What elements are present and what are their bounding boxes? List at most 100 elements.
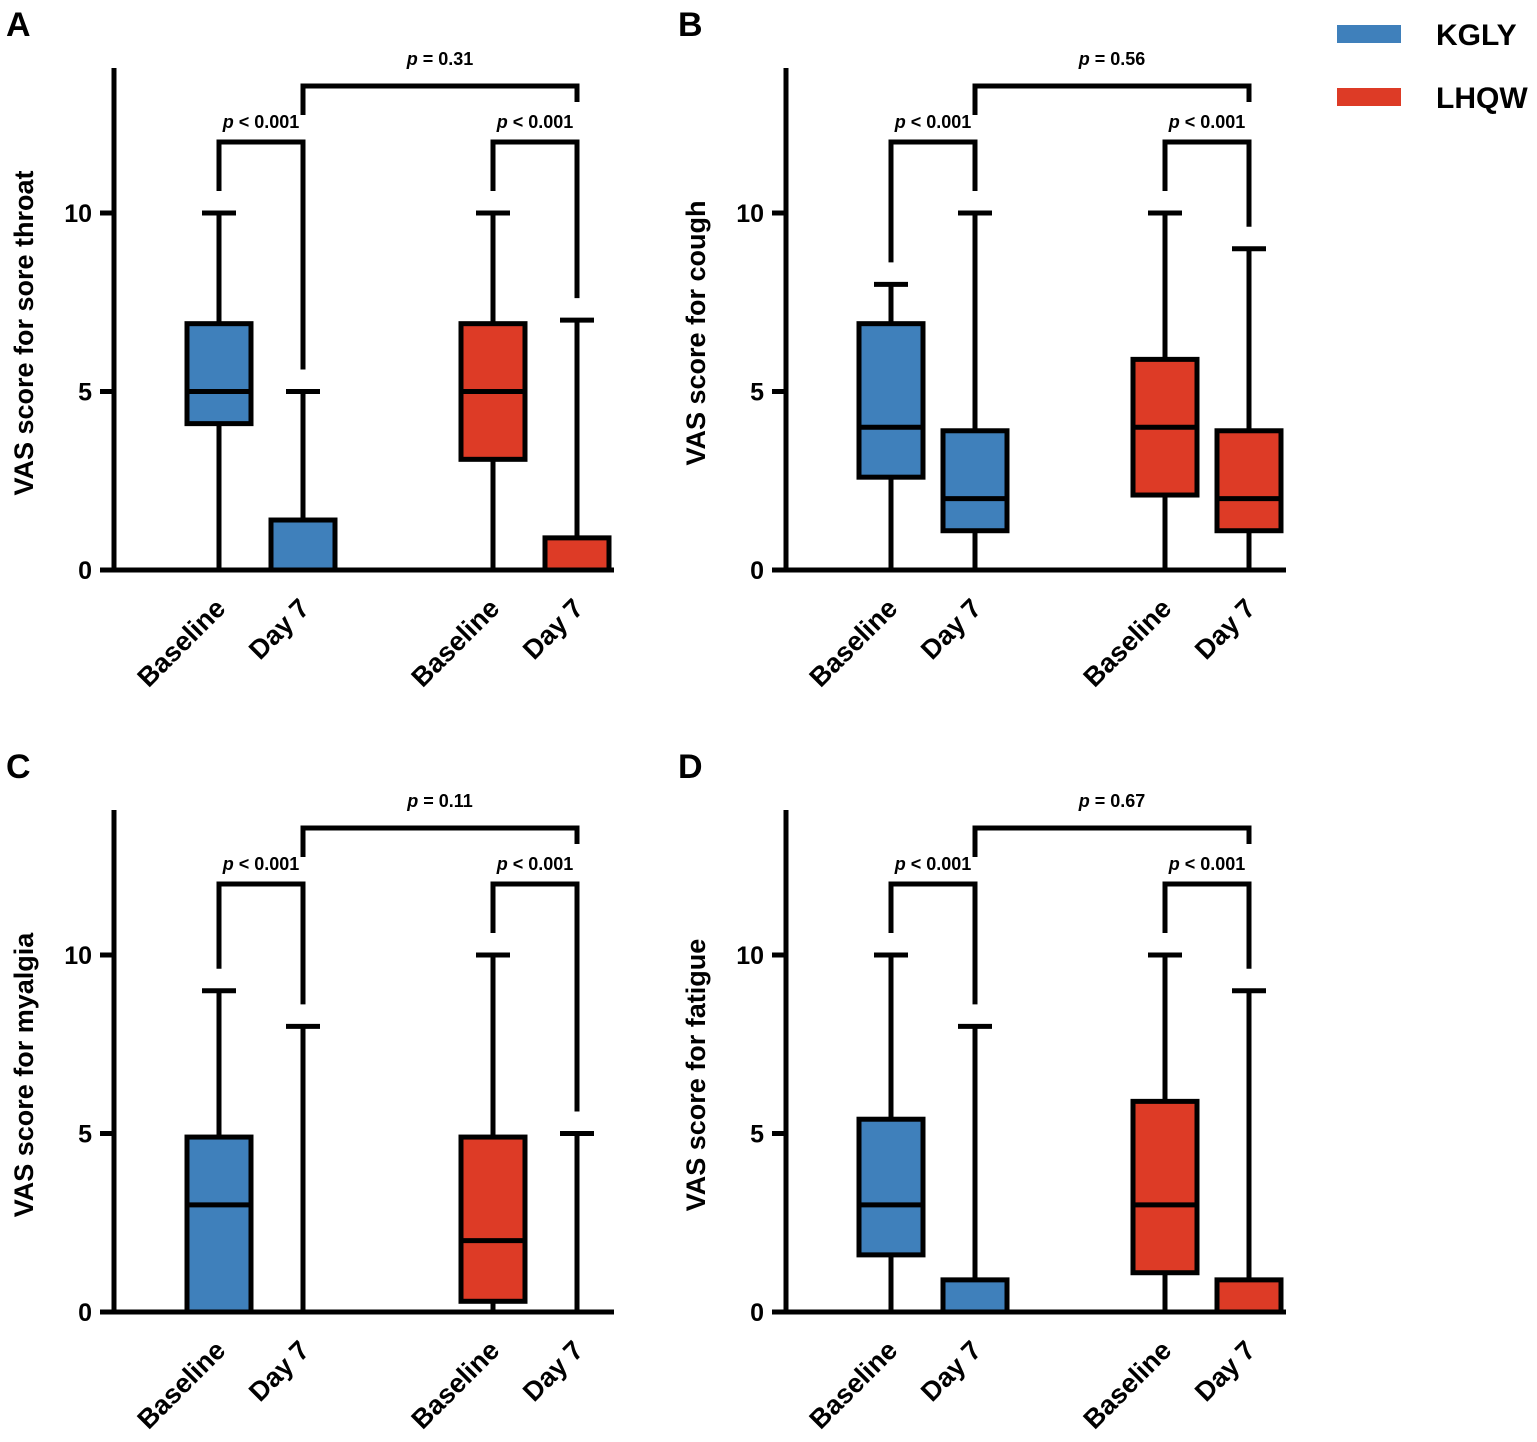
panel-letter: D — [678, 748, 703, 786]
x-category-label: Baseline — [1077, 1335, 1177, 1435]
p-value-label: p < 0.001 — [222, 854, 300, 874]
box-body — [940, 1277, 1010, 1315]
comparison-bracket: p < 0.001 — [888, 854, 978, 1005]
p-value-label: p = 0.56 — [1078, 49, 1146, 69]
bracket-line — [972, 83, 1252, 115]
box-kgly-day-7 — [271, 1023, 335, 1315]
box-body — [542, 535, 612, 573]
box-kgly-day-7 — [940, 210, 1010, 570]
box-body — [856, 1116, 926, 1258]
box-body — [458, 1134, 528, 1304]
y-tick-label: 5 — [750, 379, 764, 407]
p-value-label: p = 0.31 — [406, 49, 474, 69]
x-category-label: Day 7 — [517, 1335, 589, 1407]
x-category-label: Day 7 — [915, 1335, 987, 1407]
y-tick-label: 0 — [78, 557, 92, 585]
y-axis-title: VAS score for sore throat — [9, 170, 39, 495]
y-tick-label: 0 — [78, 1299, 92, 1327]
p-value-label: p < 0.001 — [496, 112, 574, 132]
comparison-bracket: p < 0.001 — [1162, 112, 1252, 227]
box-kgly-baseline — [184, 210, 254, 570]
x-category-label: Day 7 — [517, 593, 589, 665]
box-lhqw-day-7 — [1214, 988, 1284, 1315]
box-lhqw-baseline — [1130, 952, 1200, 1312]
box-body — [1214, 1277, 1284, 1315]
box-lhqw-day-7 — [542, 317, 612, 573]
comparison-bracket: p < 0.001 — [490, 854, 580, 1112]
bracket-line — [490, 139, 580, 299]
bracket-line — [1162, 881, 1252, 969]
box-lhqw-day-7 — [1214, 246, 1284, 570]
bracket-line — [216, 139, 306, 370]
x-category-label: Baseline — [803, 1335, 903, 1435]
y-tick-label: 5 — [78, 379, 92, 407]
box-body — [940, 428, 1010, 534]
comparison-bracket: p = 0.11 — [300, 791, 580, 857]
box-kgly-baseline — [856, 952, 926, 1312]
box-body — [184, 1134, 254, 1315]
x-category-label: Baseline — [131, 1335, 231, 1435]
legend-label-lhqw: LHQW — [1436, 82, 1528, 115]
x-category-label: Day 7 — [243, 593, 315, 665]
comparison-bracket: p < 0.001 — [888, 112, 978, 263]
box-lhqw-day-7 — [545, 1131, 609, 1315]
x-category-label: Baseline — [803, 593, 903, 693]
y-axis-title: VAS score for fatigue — [681, 939, 711, 1212]
panel-letter: A — [6, 6, 31, 44]
bracket-line — [490, 881, 580, 1112]
legend-swatch-lhqw — [1337, 88, 1401, 106]
p-value-label: p < 0.001 — [894, 112, 972, 132]
bracket-line — [888, 139, 978, 263]
box-lhqw-baseline — [458, 210, 528, 570]
box-kgly-baseline — [856, 281, 926, 570]
p-value-label: p < 0.001 — [496, 854, 574, 874]
y-tick-label: 5 — [750, 1121, 764, 1149]
x-category-label: Baseline — [131, 593, 231, 693]
y-tick-label: 10 — [64, 942, 92, 970]
x-category-label: Day 7 — [1189, 1335, 1261, 1407]
p-value-label: p < 0.001 — [894, 854, 972, 874]
bracket-line — [1162, 139, 1252, 227]
bracket-line — [888, 881, 978, 1005]
box-lhqw-baseline — [1130, 210, 1200, 570]
y-tick-label: 0 — [750, 1299, 764, 1327]
x-category-label: Day 7 — [915, 593, 987, 665]
box-body — [1130, 1098, 1200, 1276]
x-category-label: Baseline — [405, 593, 505, 693]
legend-label-kgly: KGLY — [1436, 19, 1517, 52]
box-kgly-baseline — [184, 988, 254, 1315]
box-body — [856, 321, 926, 480]
x-category-label: Baseline — [405, 1335, 505, 1435]
p-value-label: p = 0.11 — [406, 791, 473, 811]
panel-letter: B — [678, 6, 703, 44]
legend: KGLY LHQW — [1337, 19, 1528, 115]
panel-letter: C — [6, 748, 31, 786]
box-kgly-day-7 — [940, 1023, 1010, 1315]
y-axis-title: VAS score for myalgia — [9, 932, 39, 1218]
comparison-bracket: p = 0.56 — [972, 49, 1252, 115]
box-body — [184, 321, 254, 427]
x-category-label: Day 7 — [1189, 593, 1261, 665]
comparison-bracket: p < 0.001 — [1162, 854, 1252, 969]
box-body — [268, 517, 338, 573]
y-axis-title: VAS score for cough — [681, 200, 711, 465]
comparison-bracket: p < 0.001 — [216, 112, 306, 370]
y-tick-label: 10 — [736, 942, 764, 970]
comparison-bracket: p = 0.31 — [300, 49, 580, 115]
y-tick-label: 5 — [78, 1121, 92, 1149]
p-value-label: p < 0.001 — [1168, 854, 1246, 874]
y-tick-label: 0 — [750, 557, 764, 585]
box-body — [1214, 428, 1284, 534]
box-kgly-day-7 — [268, 389, 338, 573]
comparison-bracket: p < 0.001 — [490, 112, 580, 299]
p-value-label: p < 0.001 — [222, 112, 300, 132]
comparison-bracket: p < 0.001 — [216, 854, 306, 1005]
bracket-line — [216, 881, 306, 1005]
legend-swatch-kgly — [1337, 25, 1401, 43]
y-tick-label: 10 — [736, 200, 764, 228]
